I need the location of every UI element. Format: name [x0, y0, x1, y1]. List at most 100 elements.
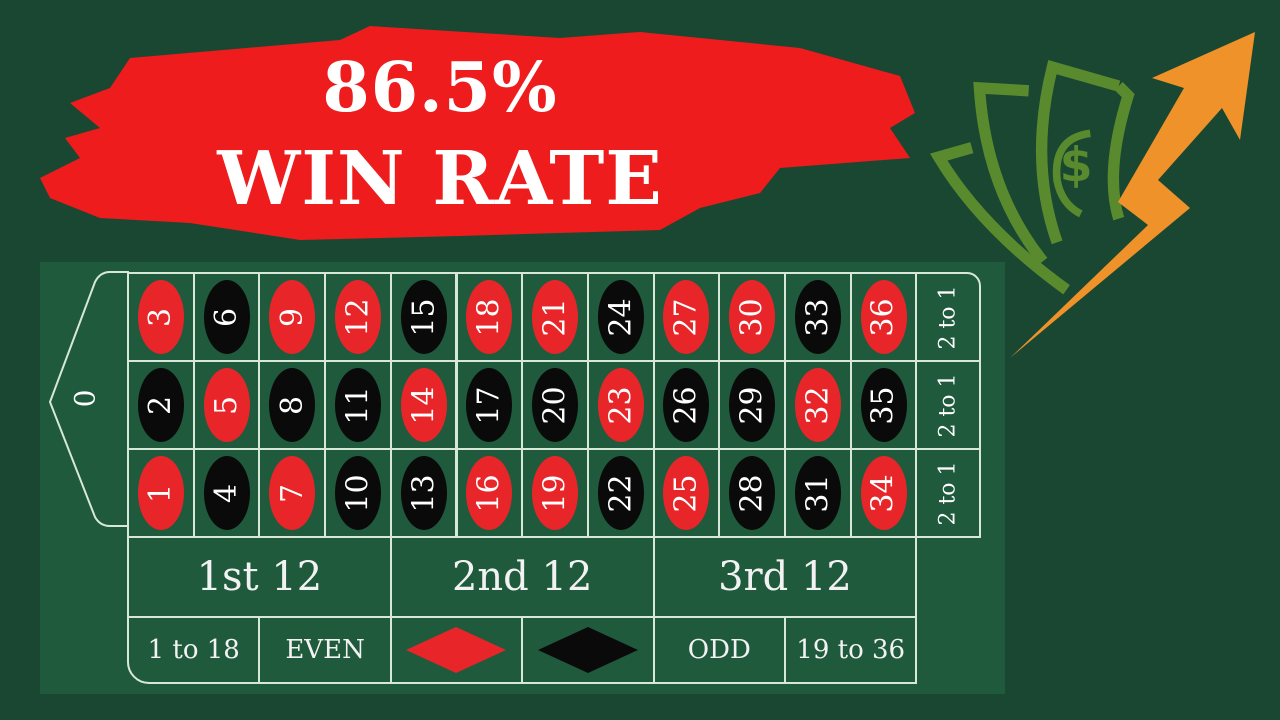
number-chip-black: 29	[729, 368, 776, 442]
dozen-label: 3rd 12	[718, 554, 852, 600]
column-bet-2[interactable]: 2 to 1	[915, 360, 982, 450]
number-chip-red: 3	[137, 280, 184, 354]
number-chip-black: 15	[400, 280, 447, 354]
number-chip-red: 27	[663, 280, 710, 354]
number-label: 14	[406, 385, 442, 425]
number-label: 27	[668, 297, 704, 337]
number-label: 35	[866, 385, 902, 425]
number-cell-28[interactable]: 28	[718, 448, 786, 538]
number-label: 6	[209, 307, 245, 327]
number-chip-black: 22	[597, 456, 644, 530]
number-cell-7[interactable]: 7	[258, 448, 327, 538]
number-cell-8[interactable]: 8	[258, 360, 327, 450]
svg-text:$: $	[1060, 138, 1093, 193]
dozen-bet-1[interactable]: 1st 12	[127, 536, 392, 618]
number-cell-32[interactable]: 32	[784, 360, 852, 450]
number-label: 32	[800, 385, 836, 425]
number-chip-black: 11	[334, 368, 381, 442]
number-cell-23[interactable]: 23	[586, 360, 655, 450]
number-cell-29[interactable]: 29	[718, 360, 786, 450]
headline-win-rate: WIN RATE	[217, 136, 663, 222]
number-label: 2	[143, 395, 179, 415]
number-cell-12[interactable]: 12	[324, 272, 392, 362]
number-chip-black: 35	[860, 368, 907, 442]
number-label: 7	[274, 483, 310, 503]
bet-even[interactable]: EVEN	[258, 616, 392, 684]
bet-low[interactable]: 1 to 18	[127, 616, 261, 684]
dozen-label: 2nd 12	[451, 554, 593, 600]
number-label: 33	[800, 297, 836, 337]
number-cell-21[interactable]: 21	[521, 272, 589, 362]
number-cell-15[interactable]: 15	[389, 272, 458, 362]
number-label: 29	[734, 385, 770, 425]
dozen-bet-3[interactable]: 3rd 12	[652, 536, 918, 618]
number-cell-24[interactable]: 24	[586, 272, 655, 362]
number-label: 1	[143, 483, 179, 503]
number-cell-18[interactable]: 18	[455, 272, 524, 362]
number-cell-20[interactable]: 20	[521, 360, 589, 450]
number-cell-33[interactable]: 33	[784, 272, 852, 362]
number-cell-35[interactable]: 35	[849, 360, 918, 450]
number-chip-black: 26	[663, 368, 710, 442]
number-label: 23	[603, 385, 639, 425]
number-chip-black: 4	[203, 456, 250, 530]
column-label: 2 to 1	[935, 460, 961, 526]
number-chip-red: 36	[860, 280, 907, 354]
number-label: 8	[274, 395, 310, 415]
number-cell-10[interactable]: 10	[324, 448, 392, 538]
dozen-bet-2[interactable]: 2nd 12	[389, 536, 655, 618]
number-cell-25[interactable]: 25	[652, 448, 721, 538]
growth-arrow-icon	[1010, 32, 1255, 358]
number-cell-6[interactable]: 6	[192, 272, 261, 362]
number-cell-26[interactable]: 26	[652, 360, 721, 450]
number-label: 31	[800, 473, 836, 513]
number-label: 30	[734, 297, 770, 337]
column-bet-3[interactable]: 2 to 1	[915, 448, 982, 538]
number-cell-31[interactable]: 31	[784, 448, 852, 538]
number-chip-black: 17	[466, 368, 513, 442]
number-chip-red: 32	[794, 368, 841, 442]
number-cell-13[interactable]: 13	[389, 448, 458, 538]
number-chip-black: 10	[334, 456, 381, 530]
number-label: 10	[340, 473, 376, 513]
high-label: 19 to 36	[796, 635, 906, 665]
even-label: EVEN	[285, 635, 365, 665]
number-label: 16	[471, 473, 507, 513]
number-cell-14[interactable]: 14	[389, 360, 458, 450]
bet-high[interactable]: 19 to 36	[784, 616, 918, 684]
number-cell-16[interactable]: 16	[455, 448, 524, 538]
number-chip-red: 14	[400, 368, 447, 442]
number-chip-red: 7	[269, 456, 316, 530]
number-cell-19[interactable]: 19	[521, 448, 589, 538]
number-cell-9[interactable]: 9	[258, 272, 327, 362]
zero-cell[interactable]: 0	[40, 262, 130, 537]
number-label: 19	[537, 473, 573, 513]
number-label: 28	[734, 473, 770, 513]
column-bet-1[interactable]: 2 to 1	[915, 272, 982, 362]
number-cell-30[interactable]: 30	[718, 272, 786, 362]
money-bills-icon: $	[929, 60, 1135, 295]
bet-black[interactable]	[521, 616, 655, 684]
number-cell-17[interactable]: 17	[455, 360, 524, 450]
number-chip-red: 12	[334, 280, 381, 354]
number-cell-22[interactable]: 22	[586, 448, 655, 538]
number-label: 5	[209, 395, 245, 415]
number-cell-1[interactable]: 1	[127, 448, 195, 538]
number-cell-11[interactable]: 11	[324, 360, 392, 450]
number-chip-red: 19	[532, 456, 579, 530]
number-cell-2[interactable]: 2	[127, 360, 195, 450]
odd-label: ODD	[687, 635, 751, 665]
bet-odd[interactable]: ODD	[652, 616, 786, 684]
number-chip-black: 31	[794, 456, 841, 530]
number-cell-36[interactable]: 36	[849, 272, 918, 362]
number-cell-3[interactable]: 3	[127, 272, 195, 362]
number-cell-34[interactable]: 34	[849, 448, 918, 538]
banner-brush-stroke	[40, 26, 915, 240]
number-cell-5[interactable]: 5	[192, 360, 261, 450]
bet-red[interactable]	[389, 616, 524, 684]
number-cell-27[interactable]: 27	[652, 272, 721, 362]
number-chip-black: 20	[532, 368, 579, 442]
number-chip-red: 30	[729, 280, 776, 354]
number-chip-red: 21	[532, 280, 579, 354]
number-cell-4[interactable]: 4	[192, 448, 261, 538]
